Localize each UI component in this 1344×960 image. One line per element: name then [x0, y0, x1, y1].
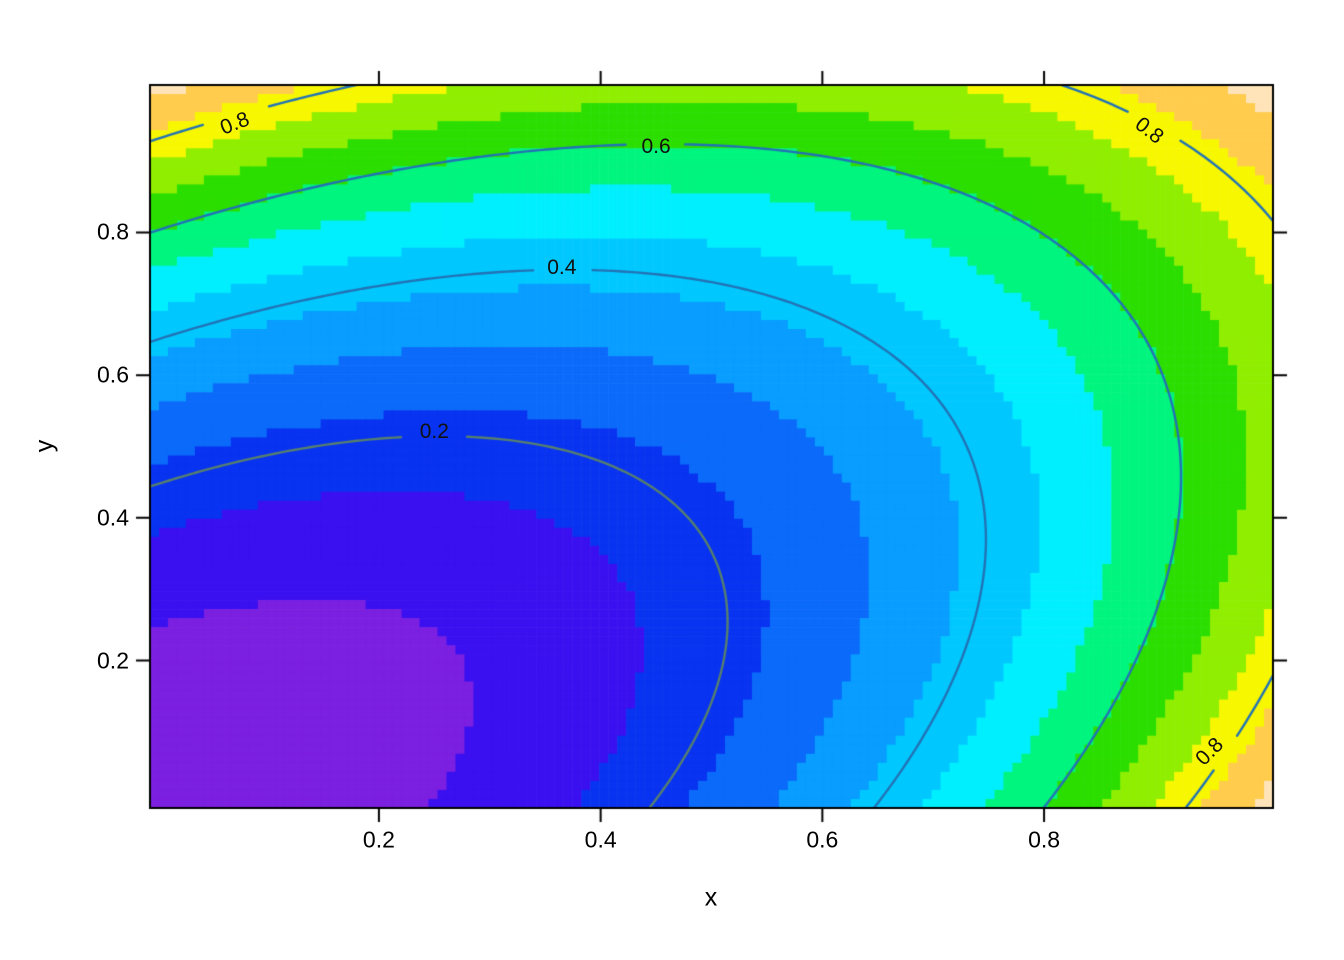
contour-figure: x y 0.2 0.4 0.6 0.8 0.2 0.4 0.6 0.8 0.2 0.4 0.6 0.8…: [0, 0, 1344, 960]
filled-contour-plot-canvas: [0, 0, 1344, 960]
